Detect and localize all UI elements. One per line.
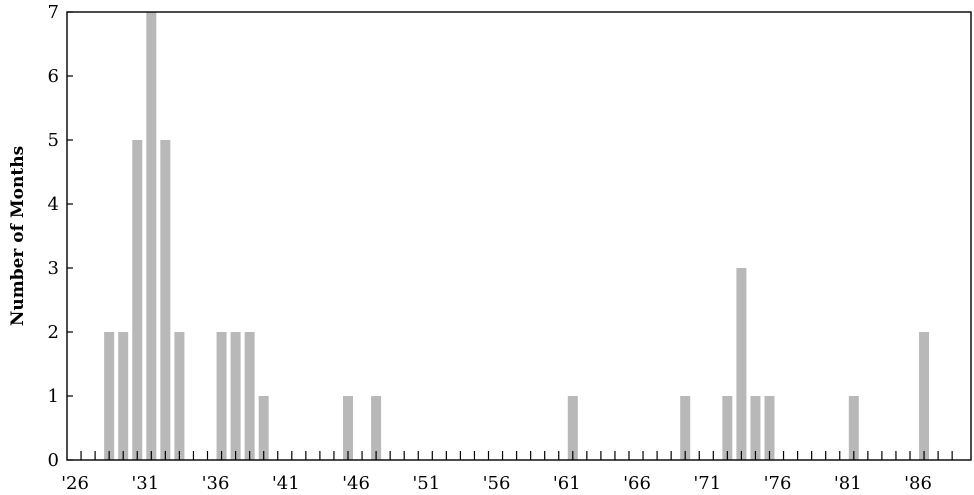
y-tick-label-5: 5 bbox=[48, 130, 59, 151]
x-tick-label-1966: '66 bbox=[623, 473, 651, 494]
bar-1933 bbox=[160, 140, 171, 460]
plot-frame bbox=[66, 11, 972, 461]
bar-1930 bbox=[118, 332, 129, 460]
bar-1929 bbox=[104, 332, 115, 460]
y-tick-label-4: 4 bbox=[48, 194, 59, 215]
x-tick-label-1981: '81 bbox=[834, 473, 862, 494]
x-tick-label-1986: '86 bbox=[904, 473, 932, 494]
bar-1946 bbox=[343, 396, 353, 460]
x-tick-label-1956: '56 bbox=[483, 473, 511, 494]
bar-1974 bbox=[736, 268, 747, 460]
labels-layer: 0 1 2 3 4 5 6 7 '26 '31 '36 '41 '46 '51 '56 '61 '66 '71 '7… bbox=[48, 2, 932, 494]
x-tick-label-1951: '51 bbox=[412, 473, 440, 494]
y-tick-label-1: 1 bbox=[48, 386, 59, 407]
bar-1940 bbox=[258, 396, 269, 460]
x-tick-label-1971: '71 bbox=[693, 473, 721, 494]
bar-1973 bbox=[722, 396, 733, 460]
bar-1937 bbox=[216, 332, 227, 460]
bar-1975 bbox=[750, 396, 761, 460]
bar-1976 bbox=[764, 396, 775, 460]
x-tick-label-1936: '36 bbox=[202, 473, 230, 494]
y-tick-label-7: 7 bbox=[48, 2, 59, 23]
bar-1987 bbox=[919, 332, 930, 460]
bar-1939 bbox=[244, 332, 255, 460]
y-tick-label-0: 0 bbox=[48, 450, 59, 471]
y-tick-label-2: 2 bbox=[48, 322, 59, 343]
x-tick-label-1946: '46 bbox=[342, 473, 370, 494]
bar-1938 bbox=[230, 332, 241, 460]
y-tick-label-3: 3 bbox=[48, 258, 59, 279]
bar-1932 bbox=[146, 12, 157, 460]
x-tick-label-1931: '31 bbox=[131, 473, 159, 494]
axes-layer bbox=[66, 11, 972, 461]
bar-1962 bbox=[567, 396, 578, 460]
y-tick-label-6: 6 bbox=[48, 66, 59, 87]
bar-1931 bbox=[132, 140, 143, 460]
bar-1970 bbox=[680, 396, 691, 460]
y-axis-title: Number of Months bbox=[8, 146, 28, 326]
x-tick-label-1926: '26 bbox=[61, 473, 89, 494]
bar-1948 bbox=[371, 396, 382, 460]
bar-1982 bbox=[848, 396, 859, 460]
x-tick-label-1976: '76 bbox=[764, 473, 792, 494]
bars-layer bbox=[104, 12, 930, 460]
x-tick-label-1941: '41 bbox=[272, 473, 300, 494]
x-tick-label-1961: '61 bbox=[553, 473, 581, 494]
bar-1934 bbox=[174, 332, 185, 460]
